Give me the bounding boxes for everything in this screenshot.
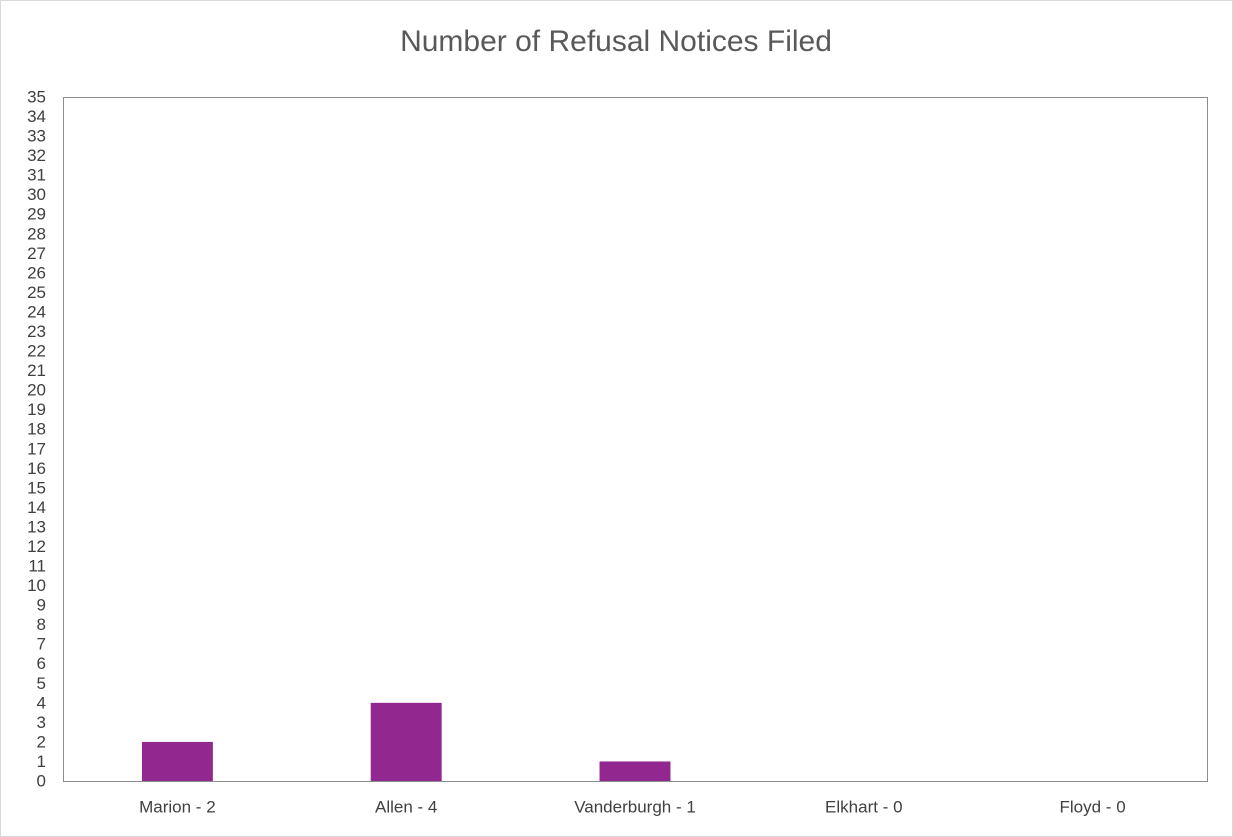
y-tick-label: 27	[27, 244, 46, 263]
bar	[370, 702, 442, 781]
y-tick-label: 3	[37, 713, 46, 732]
y-tick-label: 15	[27, 478, 46, 497]
y-tick-label: 31	[27, 166, 46, 185]
y-tick-label: 25	[27, 283, 46, 302]
y-tick-label: 24	[27, 302, 46, 321]
y-tick-label: 34	[27, 107, 46, 126]
y-tick-label: 5	[37, 674, 46, 693]
y-tick-label: 11	[28, 557, 46, 576]
y-tick-label: 19	[27, 400, 46, 419]
y-tick-label: 10	[27, 576, 46, 595]
y-tick-label: 35	[27, 87, 46, 106]
y-tick-label: 6	[37, 654, 46, 673]
y-tick-label: 12	[27, 537, 46, 556]
y-tick-label: 4	[37, 693, 46, 712]
y-tick-label: 26	[27, 263, 46, 282]
y-tick-label: 16	[27, 459, 46, 478]
y-tick-label: 9	[37, 596, 46, 615]
x-tick-label: Allen - 4	[375, 797, 437, 816]
bar	[599, 761, 671, 781]
y-tick-label: 30	[27, 185, 46, 204]
x-tick-label: Floyd - 0	[1060, 797, 1126, 816]
y-tick-label: 29	[27, 205, 46, 224]
y-tick-label: 7	[37, 635, 46, 654]
y-tick-label: 0	[37, 771, 46, 790]
x-tick-label: Elkhart - 0	[825, 797, 902, 816]
y-tick-label: 8	[37, 615, 46, 634]
y-tick-label: 20	[27, 381, 46, 400]
x-tick-label: Vanderburgh - 1	[574, 797, 696, 816]
y-tick-label: 17	[27, 439, 46, 458]
y-tick-label: 32	[27, 146, 46, 165]
y-tick-label: 1	[37, 752, 46, 771]
y-tick-label: 23	[27, 322, 46, 341]
y-tick-label: 18	[27, 420, 46, 439]
x-tick-label: Marion - 2	[139, 797, 216, 816]
y-tick-label: 33	[27, 127, 46, 146]
chart-title: Number of Refusal Notices Filed	[400, 25, 832, 58]
bar	[141, 741, 213, 781]
y-tick-label: 21	[27, 361, 46, 380]
y-tick-label: 14	[27, 498, 46, 517]
plot-border	[63, 97, 1208, 782]
y-tick-label: 28	[27, 224, 46, 243]
y-tick-label: 2	[37, 732, 46, 751]
y-tick-label: 13	[27, 517, 46, 536]
y-tick-label: 22	[27, 342, 46, 361]
